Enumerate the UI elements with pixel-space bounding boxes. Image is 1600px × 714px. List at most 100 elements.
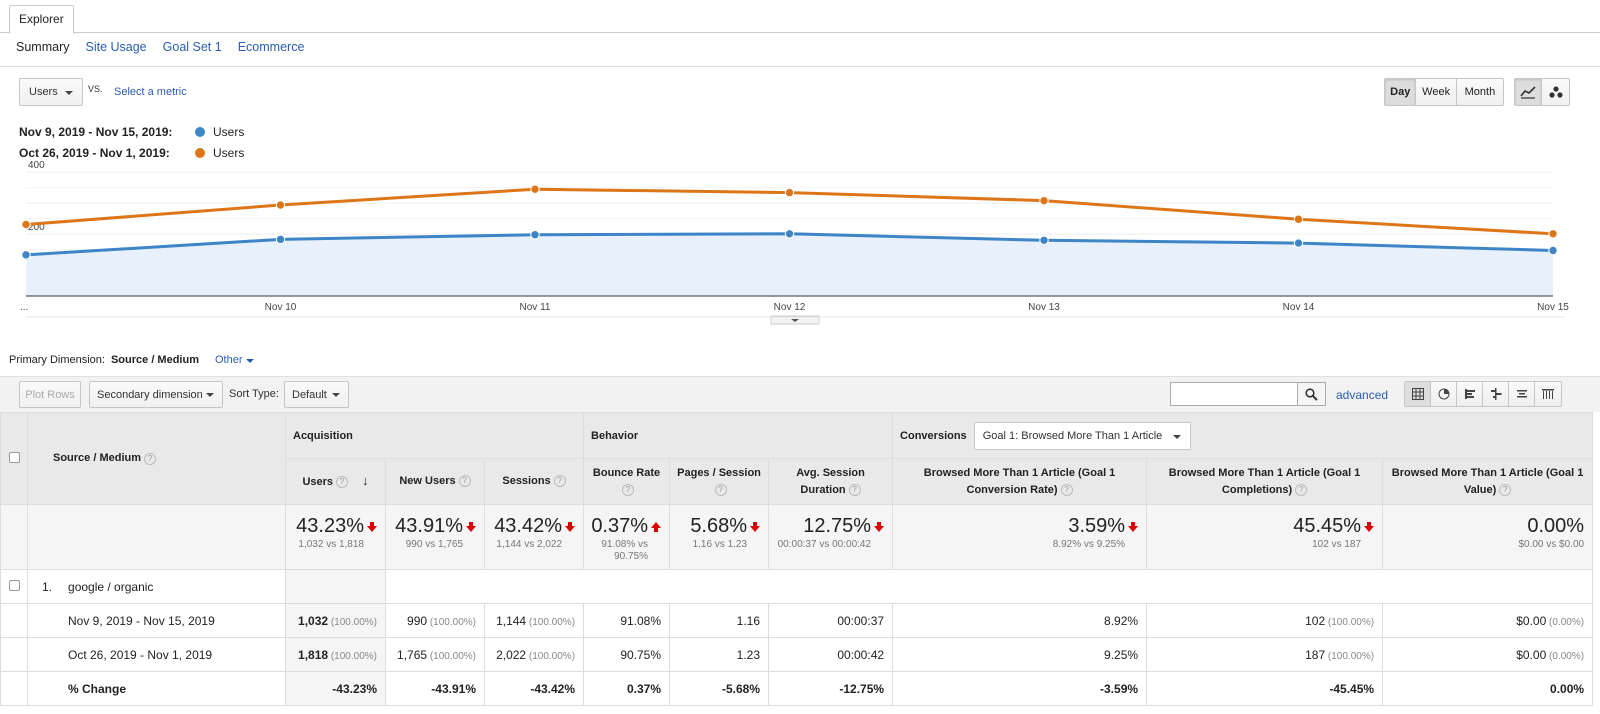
cell-value: 1,818 bbox=[298, 647, 329, 662]
primary-dimension-value[interactable]: Source / Medium bbox=[110, 354, 199, 366]
table-search-input[interactable] bbox=[1170, 382, 1298, 406]
table-cell: 2,022 (100.00%) bbox=[483, 637, 585, 672]
subtab-goal-set-1[interactable]: Goal Set 1 bbox=[162, 40, 222, 54]
primary-dimension-label: Primary Dimension: bbox=[9, 354, 105, 366]
legend-dot bbox=[195, 148, 205, 158]
data-point bbox=[1039, 195, 1049, 206]
table-cell: -5.68% bbox=[669, 671, 770, 706]
motion-chart-button[interactable] bbox=[1542, 79, 1569, 105]
cell-value: 2,022 bbox=[496, 647, 527, 662]
pivot-view-button[interactable] bbox=[1535, 382, 1561, 406]
totals-spacer bbox=[0, 504, 28, 570]
data-point bbox=[275, 234, 286, 245]
col-goal1-conversion-rate[interactable]: Browsed More Than 1 Article (Goal 1 Conv… bbox=[892, 458, 1148, 505]
total-comparison: 00:00:37 vs 00:00:42 bbox=[777, 539, 872, 550]
subtab-site-usage[interactable]: Site Usage bbox=[85, 40, 147, 54]
total-comparison: 102 vs 187 bbox=[1312, 539, 1362, 550]
total-comparison: 1,144 vs 2,022 bbox=[496, 539, 563, 550]
plot-rows-button[interactable]: Plot Rows bbox=[19, 381, 81, 408]
row-date-range: Nov 9, 2019 - Nov 15, 2019 bbox=[27, 603, 286, 638]
metric-select[interactable]: Users bbox=[19, 78, 83, 106]
pie-view-button[interactable] bbox=[1431, 382, 1457, 406]
subtab-ecommerce[interactable]: Ecommerce bbox=[237, 40, 305, 54]
table-view-toggle bbox=[1404, 381, 1562, 407]
col-label: Sessions bbox=[502, 475, 551, 487]
cell-percent: (100.00%) bbox=[1325, 616, 1375, 628]
row-spacer bbox=[285, 569, 386, 604]
col-label: Avg. Session Duration bbox=[796, 466, 865, 496]
table-cell: 1.16 bbox=[669, 603, 770, 638]
col-goal1-completions[interactable]: Browsed More Than 1 Article (Goal 1 Comp… bbox=[1146, 458, 1384, 505]
cell-value: 00:00:42 bbox=[837, 647, 885, 662]
total-change: 43.23% bbox=[290, 515, 377, 538]
help-icon[interactable]: ? bbox=[458, 475, 471, 488]
comparison-view-button[interactable] bbox=[1483, 382, 1509, 406]
help-icon[interactable]: ? bbox=[622, 483, 635, 496]
sort-type-select[interactable]: Default bbox=[284, 381, 349, 408]
select-all-checkbox[interactable] bbox=[8, 451, 20, 463]
help-icon[interactable]: ? bbox=[553, 475, 566, 488]
help-icon[interactable]: ? bbox=[1499, 483, 1512, 496]
period-day-button[interactable]: Day bbox=[1385, 79, 1417, 105]
total-change-value: 43.23% bbox=[296, 515, 364, 537]
row-name-link[interactable]: google / organic bbox=[68, 579, 154, 594]
help-icon[interactable]: ? bbox=[336, 476, 349, 489]
help-icon[interactable]: ? bbox=[848, 483, 861, 496]
period-week-button[interactable]: Week bbox=[1416, 79, 1457, 105]
total-comparison: 1.16 vs 1.23 bbox=[692, 539, 748, 550]
help-icon[interactable]: ? bbox=[714, 483, 727, 496]
performance-view-button[interactable] bbox=[1457, 382, 1483, 406]
total-change-value: 45.45% bbox=[1293, 515, 1362, 537]
metric-select-label: Users bbox=[29, 86, 58, 98]
arrow-down-icon bbox=[1364, 521, 1375, 532]
table-row: 1. google / organic bbox=[0, 569, 1594, 604]
chart-type-toggle bbox=[1514, 78, 1570, 106]
help-icon[interactable]: ? bbox=[1295, 483, 1308, 496]
period-month-button[interactable]: Month bbox=[1464, 86, 1496, 98]
help-icon[interactable]: ? bbox=[144, 452, 157, 465]
col-sessions[interactable]: Sessions? bbox=[483, 458, 585, 505]
search-button[interactable] bbox=[1298, 382, 1326, 406]
term-cloud-icon bbox=[1516, 390, 1527, 398]
total-change-value: 0.00% bbox=[1527, 515, 1585, 537]
advanced-filter-link[interactable]: advanced bbox=[1336, 388, 1389, 402]
col-label: Bounce Rate bbox=[592, 466, 661, 479]
goal-select[interactable]: Goal 1: Browsed More Than 1 Article bbox=[973, 421, 1192, 450]
table-cell: $0.00 (0.00%) bbox=[1382, 603, 1594, 638]
table-cell: 1,765 (100.00%) bbox=[385, 637, 485, 672]
report-subtabs: Summary Site Usage Goal Set 1 Ecommerce bbox=[16, 40, 304, 60]
table-cell: -43.23% bbox=[285, 671, 386, 706]
explorer-tab[interactable]: Explorer bbox=[9, 5, 74, 34]
subtab-summary[interactable]: Summary bbox=[16, 40, 70, 54]
acquisition-group-header: Acquisition bbox=[284, 412, 585, 459]
col-pages-session[interactable]: Pages / Session? bbox=[669, 458, 770, 505]
cell-percent: (100.00%) bbox=[328, 650, 377, 662]
total-cell: 43.42% 1,144 vs 2,022 bbox=[483, 504, 585, 570]
total-change: 43.91% bbox=[390, 515, 476, 538]
data-table-view-button[interactable] bbox=[1405, 382, 1431, 406]
table-cell: -3.59% bbox=[892, 671, 1148, 706]
data-point bbox=[275, 200, 286, 210]
series-area-current bbox=[26, 233, 1553, 296]
period-toggle: Day Week Month bbox=[1384, 78, 1504, 106]
row-checkbox[interactable] bbox=[8, 579, 20, 591]
col-goal1-value[interactable]: Browsed More Than 1 Article (Goal 1 Valu… bbox=[1382, 458, 1594, 505]
col-new-users[interactable]: New Users? bbox=[385, 458, 485, 505]
row-spacer bbox=[0, 637, 28, 672]
conversions-group-header: Conversions Goal 1: Browsed More Than 1 … bbox=[892, 412, 1594, 459]
select-metric-link[interactable]: Select a metric bbox=[114, 86, 187, 98]
arrow-down-icon bbox=[750, 521, 761, 532]
secondary-dimension-select[interactable]: Secondary dimension bbox=[89, 381, 223, 408]
term-cloud-view-button[interactable] bbox=[1509, 382, 1535, 406]
pie-chart-icon bbox=[1438, 388, 1449, 400]
total-cell: 5.68% 1.16 vs 1.23 bbox=[669, 504, 770, 570]
other-dimension-link[interactable]: Other bbox=[215, 354, 254, 366]
col-users[interactable]: Users? ↓ bbox=[285, 458, 386, 505]
help-icon[interactable]: ? bbox=[1060, 483, 1073, 496]
pivot-icon bbox=[1542, 389, 1554, 399]
col-avg-session-duration[interactable]: Avg. Session Duration? bbox=[768, 458, 894, 505]
col-bounce-rate[interactable]: Bounce Rate? bbox=[583, 458, 671, 505]
source-medium-header[interactable]: Source / Medium? bbox=[27, 412, 286, 505]
line-chart-button[interactable] bbox=[1515, 79, 1543, 105]
total-change: 0.37% bbox=[588, 515, 662, 538]
